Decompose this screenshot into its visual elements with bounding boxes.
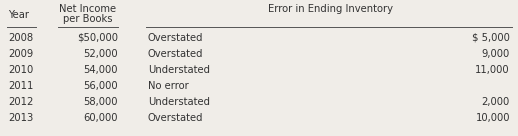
Text: $50,000: $50,000 [77,33,118,43]
Text: Year: Year [8,10,29,20]
Text: Net Income: Net Income [60,4,117,14]
Text: $ 5,000: $ 5,000 [472,33,510,43]
Text: 60,000: 60,000 [83,113,118,123]
Text: Overstated: Overstated [148,113,204,123]
Text: 2013: 2013 [8,113,33,123]
Text: 56,000: 56,000 [83,81,118,91]
Text: Understated: Understated [148,97,210,107]
Text: 2008: 2008 [8,33,33,43]
Text: 2009: 2009 [8,49,33,59]
Text: No error: No error [148,81,189,91]
Text: 2011: 2011 [8,81,33,91]
Text: 58,000: 58,000 [83,97,118,107]
Text: 11,000: 11,000 [476,65,510,75]
Text: 2,000: 2,000 [482,97,510,107]
Text: 9,000: 9,000 [482,49,510,59]
Text: 10,000: 10,000 [476,113,510,123]
Text: 54,000: 54,000 [83,65,118,75]
Text: per Books: per Books [63,14,113,24]
Text: 2010: 2010 [8,65,33,75]
Text: 52,000: 52,000 [83,49,118,59]
Text: Error in Ending Inventory: Error in Ending Inventory [267,4,393,14]
Text: Overstated: Overstated [148,49,204,59]
Text: Overstated: Overstated [148,33,204,43]
Text: 2012: 2012 [8,97,33,107]
Text: Understated: Understated [148,65,210,75]
